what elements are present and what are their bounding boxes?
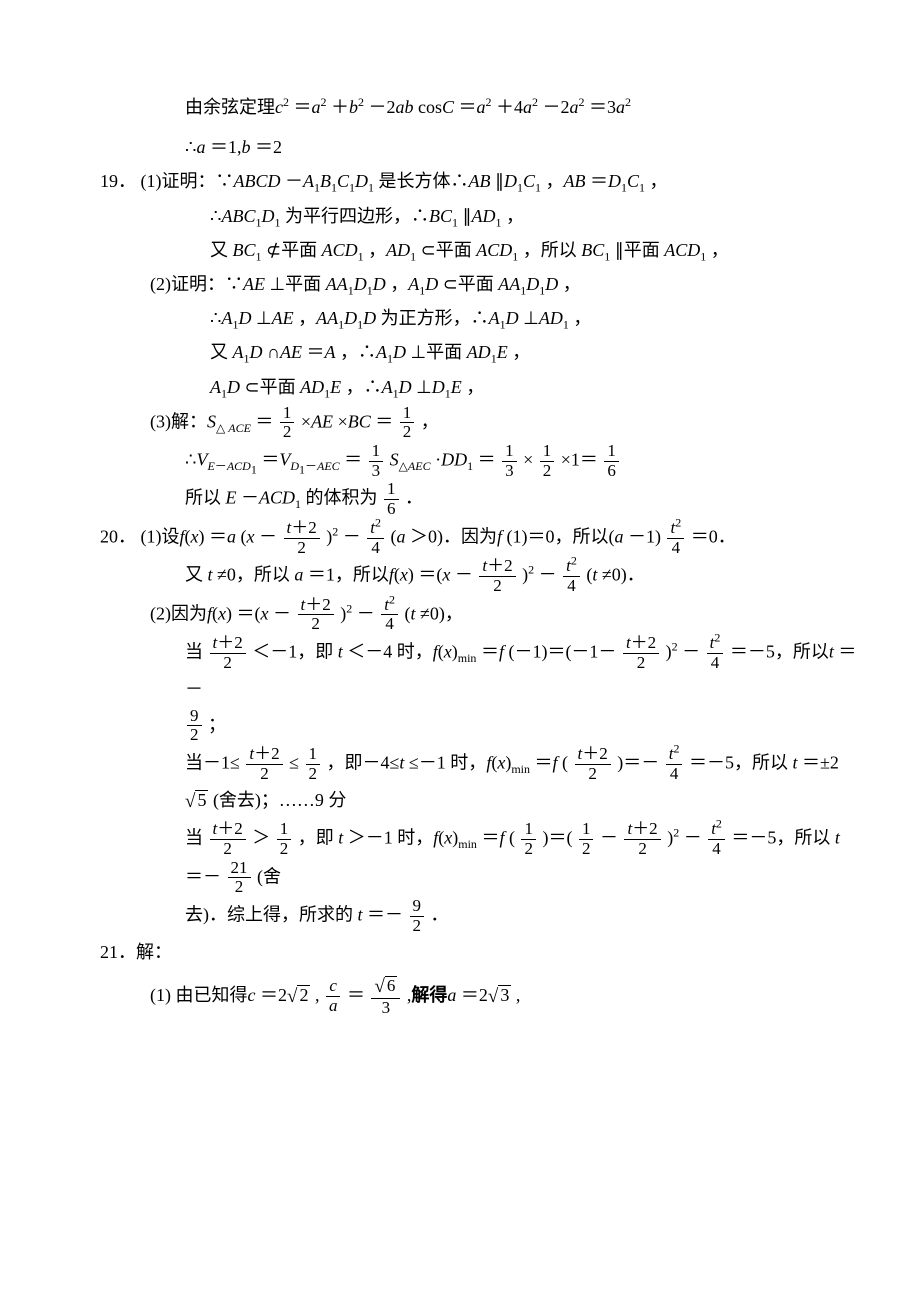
q20-p8: 当 t＋22 ＞ 12 ，即 t ＞－1 时，f(x)min ＝f ( 12 )… (100, 820, 860, 897)
pre-line-2: ∴a ＝1,b ＝2 (100, 130, 860, 164)
q20-p5: 92 ； (100, 707, 860, 745)
q20-p1: 20． (1)设f(x) ＝a (x － t＋22 )2 － t24 (a ＞0… (100, 519, 860, 557)
q19-p3: 又 BC1 ⊄平面 ACD1 ，AD1 ⊂平面 ACD1 ，所以 BC1 ∥平面… (100, 233, 860, 267)
q19-p4: (2)证明：∵AE ⊥平面 AA1D1D ，A1D ⊂平面 AA1D1D ， (100, 267, 860, 301)
q20-p3: (2)因为f(x) ＝(x － t＋22 )2 － t24 (t ≠0)， (100, 596, 860, 634)
q19-p6: 又 A1D ∩AE ＝A ，∴A1D ⊥平面 AD1E ， (100, 335, 860, 369)
q20-p4: 当 t＋22 ＜－1，即 t ＜－4 时，f(x)min ＝f (－1)＝(－1… (100, 634, 860, 707)
q19-p8: (3)解：S△ ACE ＝ 12 ×AE ×BC ＝ 12 ， (100, 404, 860, 442)
q20-p7: √5 (舍去)；……9 分 (100, 783, 860, 820)
q19-p2: ∴ABC1D1 为平行四边形，∴BC1 ∥AD1 ， (100, 199, 860, 233)
q20-p6: 当－1≤ t＋22 ≤ 12 ，即－4≤t ≤－1 时，f(x)min ＝f (… (100, 745, 860, 783)
q19-p9: ∴VE－ACD1 ＝VD1－AEC ＝ 13 S△AEC ·DD1 ＝ 13 ×… (100, 442, 860, 480)
pre-line-1: 由余弦定理c2 ＝a2 ＋b2 －2ab cosC ＝a2 ＋4a2 －2a2 … (100, 90, 860, 124)
q21-head: 21．解： (100, 935, 860, 969)
q19-p5: ∴A1D ⊥AE ，AA1D1D 为正方形，∴A1D ⊥AD1 ， (100, 301, 860, 335)
q20-p9: 去)．综上得，所求的 t ＝－ 92 ． (100, 897, 860, 935)
q19-p1: 19． (1)证明：∵ABCD －A1B1C1D1 是长方体∴AB ∥D1C1 … (100, 164, 860, 198)
q19-p7: A1D ⊂平面 AD1E ，∴A1D ⊥D1E ， (100, 370, 860, 404)
q19-p10: 所以 E －ACD1 的体积为 16 ． (100, 480, 860, 518)
q21-p1: (1) 由已知得c ＝2√2 , ca ＝ √63 ,解得a ＝2√3 , (100, 976, 860, 1018)
q20-p2: 又 t ≠0，所以 a ＝1，所以f(x) ＝(x － t＋22 )2 － t2… (100, 557, 860, 595)
